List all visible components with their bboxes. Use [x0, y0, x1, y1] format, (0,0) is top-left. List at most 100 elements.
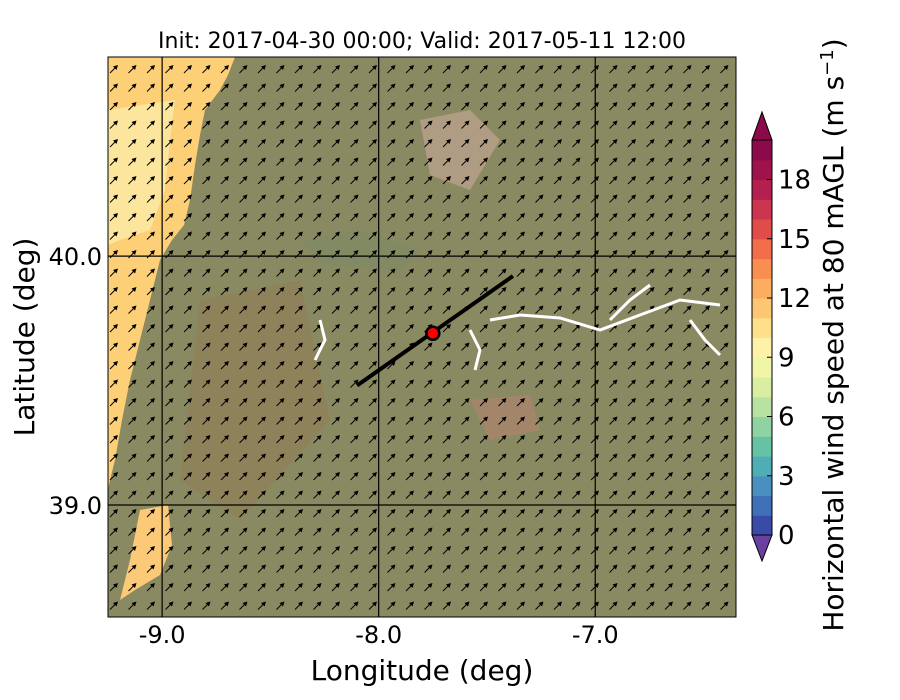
wind-arrow-head — [168, 509, 174, 514]
wind-arrow-head — [279, 601, 285, 607]
wind-arrow-head — [372, 194, 377, 200]
wind-arrow-head — [298, 102, 303, 107]
wind-arrow-head — [390, 490, 396, 496]
wind-arrow-head — [168, 194, 174, 200]
wind-arrow-head — [298, 287, 303, 292]
wind-arrow-head — [390, 509, 396, 514]
wind-arrow-head — [409, 268, 414, 274]
wind-arrow-head — [631, 453, 636, 459]
wind-arrow-head — [520, 435, 525, 440]
wind-arrow-head — [335, 194, 340, 200]
wind-arrow-head — [538, 176, 544, 181]
wind-arrow-head — [372, 583, 377, 588]
wind-arrow-head — [557, 250, 562, 255]
wind-arrow-head — [409, 176, 414, 181]
wind-arrow-head — [501, 342, 507, 348]
wind-arrow-head — [316, 250, 322, 255]
wind-arrow-head — [150, 583, 155, 588]
wind-arrow-head — [390, 287, 396, 292]
wind-arrow-head — [668, 324, 673, 329]
site-marker — [425, 325, 441, 342]
wind-arrow-head — [390, 342, 396, 348]
wind-arrow-head — [298, 398, 303, 403]
wind-arrow-head — [390, 416, 396, 422]
wind-arrow-head — [557, 564, 562, 570]
wind-arrow-head — [409, 583, 414, 588]
wind-arrow-head — [464, 231, 470, 237]
wind-arrow-head — [464, 250, 470, 255]
wind-arrow-head — [316, 287, 322, 292]
wind-arrow-head — [464, 139, 470, 144]
wind-arrow-head — [150, 213, 155, 218]
wind-arrow-head — [705, 157, 710, 163]
wind-arrow-head — [168, 361, 174, 366]
wind-arrow-head — [409, 564, 414, 570]
wind-arrow-head — [631, 379, 636, 385]
wind-arrow-head — [520, 324, 525, 329]
wind-arrow-head — [520, 157, 525, 163]
wind-arrow-head — [427, 601, 433, 607]
wind-arrow-head — [668, 361, 673, 366]
wind-arrow-head — [538, 268, 544, 274]
wind-arrow-head — [316, 139, 322, 144]
wind-arrow-head — [409, 416, 414, 422]
wind-arrow-head — [316, 435, 322, 440]
wind-arrow-head — [279, 139, 285, 144]
wind-arrow-head — [723, 120, 729, 126]
wind-arrow-head — [575, 398, 581, 403]
wind-arrow-head — [131, 435, 137, 440]
wind-arrow-head — [131, 231, 137, 237]
wind-arrow-head — [224, 65, 229, 70]
wind-arrow-head — [224, 527, 229, 533]
wind-arrow-head — [501, 564, 507, 570]
wind-arrow-head — [279, 416, 285, 422]
wind-arrow-head — [224, 268, 229, 274]
wind-arrow-head — [705, 601, 710, 607]
wind-arrow-head — [150, 490, 155, 496]
wind-arrow-head — [242, 287, 248, 292]
wind-arrow-head — [446, 102, 451, 107]
wind-arrow-head — [335, 139, 340, 144]
wind-arrow-head — [298, 361, 303, 366]
colorbar — [751, 110, 773, 563]
wind-arrow-head — [131, 139, 137, 144]
wind-arrow-head — [631, 65, 636, 70]
wind-arrow-head — [705, 435, 710, 440]
wind-arrow-head — [723, 157, 729, 163]
wind-arrow-head — [723, 490, 729, 496]
wind-arrow-head — [390, 472, 396, 477]
wind-arrow-head — [538, 102, 544, 107]
wind-arrow-head — [316, 120, 322, 126]
wind-arrow-head — [520, 342, 525, 348]
wind-arrow-head — [427, 546, 433, 551]
colorbar-segment — [752, 396, 772, 418]
wind-arrow-head — [520, 83, 525, 89]
wind-arrow-head — [464, 342, 470, 348]
wind-arrow-head — [205, 564, 211, 570]
wind-arrow-head — [538, 157, 544, 163]
wind-arrow-head — [168, 305, 174, 311]
wind-arrow-head — [168, 139, 174, 144]
wind-arrow-head — [131, 398, 137, 403]
wind-arrow-head — [575, 102, 581, 107]
wind-arrow-head — [316, 453, 322, 459]
wind-arrow-head — [723, 583, 729, 588]
wind-arrow-head — [316, 157, 322, 163]
colorbar-frame — [751, 139, 773, 536]
wind-arrow-head — [224, 176, 229, 181]
wind-arrow-head — [316, 583, 322, 588]
wind-arrow-head — [335, 472, 340, 477]
wind-arrow-head — [483, 527, 488, 533]
wind-arrow-head — [187, 416, 192, 422]
wind-arrow-head — [335, 416, 340, 422]
wind-arrow-head — [131, 83, 137, 89]
wind-arrow-head — [594, 564, 599, 570]
wind-arrow-head — [205, 120, 211, 126]
wind-arrow-head — [298, 379, 303, 385]
wind-arrow-head — [631, 194, 636, 200]
wind-arrow-head — [464, 527, 470, 533]
wind-arrow-head — [168, 268, 174, 274]
colorbar-tick-label: 6 — [778, 403, 795, 433]
colorbar-segment — [752, 495, 772, 516]
